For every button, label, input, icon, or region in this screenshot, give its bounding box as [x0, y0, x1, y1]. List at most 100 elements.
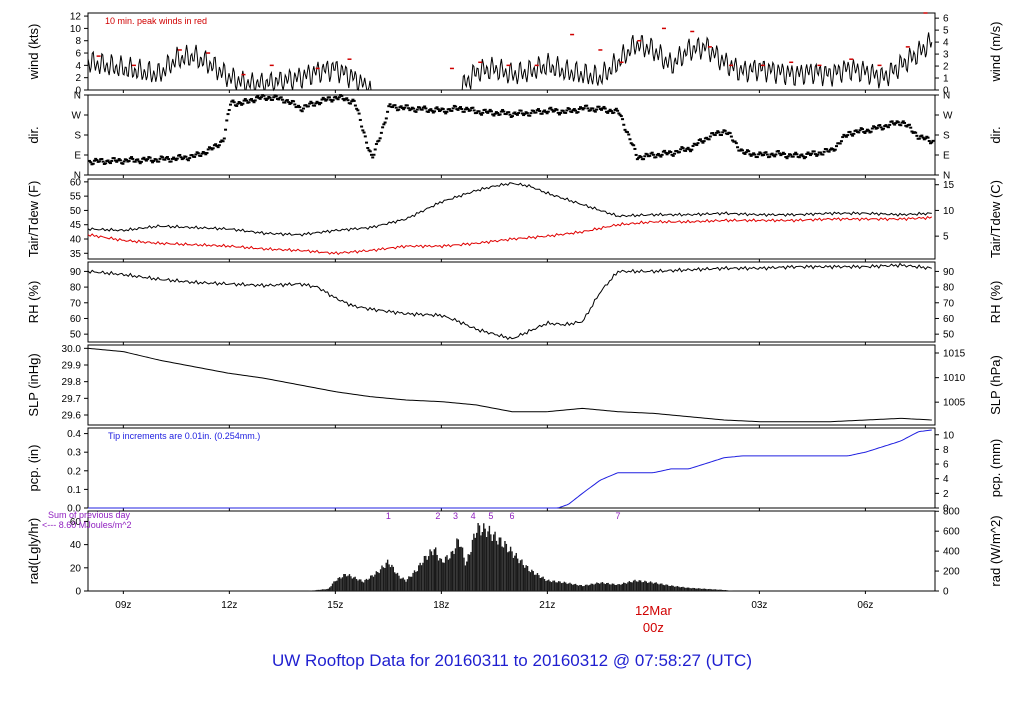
left-tick-label: 29.9	[62, 361, 82, 372]
dir-point	[236, 102, 240, 105]
dir-point	[445, 110, 449, 113]
dir-point	[748, 153, 752, 156]
dir-point	[424, 107, 428, 110]
dir-point	[387, 105, 391, 108]
dir-point	[200, 152, 204, 155]
dir-point	[707, 138, 711, 141]
dir-point	[801, 155, 805, 158]
dir-point	[216, 146, 220, 149]
dir-point	[818, 151, 822, 154]
dir-point	[133, 160, 137, 163]
dir-point	[439, 109, 443, 112]
dir-point	[577, 108, 581, 111]
dir-point	[858, 129, 862, 132]
dir-point	[206, 148, 210, 151]
dir-point	[271, 98, 275, 101]
dir-point	[230, 100, 234, 103]
dir-point	[907, 123, 911, 126]
dir-point	[94, 157, 98, 160]
right-axis-label: RH (%)	[988, 281, 1003, 324]
x-tick-label: 06z	[857, 600, 873, 611]
dir-point	[308, 102, 312, 105]
dir-point	[405, 104, 409, 107]
dir-point	[805, 152, 809, 155]
dir-point	[650, 151, 654, 154]
dir-point	[263, 97, 267, 100]
left-tick-label: 50	[70, 206, 82, 217]
dir-point	[113, 159, 117, 162]
dir-point	[886, 126, 890, 129]
dir-point	[881, 127, 885, 130]
dir-point	[623, 128, 627, 131]
dir-point	[507, 111, 511, 114]
right-axis-label: SLP (hPa)	[988, 355, 1003, 415]
dir-point	[436, 108, 440, 111]
dir-point	[831, 148, 835, 151]
dir-point	[266, 97, 270, 100]
right-tick-label: 50	[943, 330, 955, 341]
dir-point	[158, 157, 162, 160]
right-tick-label: 6	[943, 460, 949, 471]
dir-point	[648, 154, 652, 157]
dir-point	[377, 139, 381, 142]
left-tick-label: E	[74, 151, 81, 162]
dir-point	[529, 112, 533, 115]
dir-point	[238, 102, 242, 105]
dir-point	[444, 112, 448, 115]
dir-point	[864, 130, 868, 133]
dir-point	[773, 155, 777, 158]
dir-point	[138, 162, 142, 165]
dir-point	[821, 153, 825, 156]
series-line-tdew	[87, 215, 933, 256]
dir-point	[670, 153, 674, 156]
dir-point	[917, 137, 921, 140]
dir-point	[658, 154, 662, 157]
dir-point	[368, 150, 372, 153]
dir-point	[891, 122, 895, 125]
right-tick-label: 10	[943, 206, 955, 217]
right-tick-label: 60	[943, 314, 955, 325]
right-tick-label: N	[943, 171, 950, 182]
left-tick-label: 40	[70, 540, 82, 551]
dir-point	[780, 153, 784, 156]
dir-point	[612, 111, 616, 114]
dir-point	[910, 130, 914, 133]
panel-annotation: Tip increments are 0.01in. (0.254mm.)	[108, 431, 260, 441]
dir-point	[277, 98, 281, 101]
dir-point	[686, 146, 690, 149]
dir-point	[391, 106, 395, 109]
dir-point	[728, 132, 732, 135]
dir-point	[456, 108, 460, 111]
dir-point	[194, 153, 198, 156]
x-tick-label: 03z	[751, 600, 767, 611]
right-tick-label: 2	[943, 62, 949, 73]
dir-point	[486, 111, 490, 114]
dir-point	[295, 105, 299, 108]
dir-point	[92, 159, 96, 162]
dir-point	[240, 103, 244, 106]
dir-point	[768, 155, 772, 158]
dir-point	[441, 108, 445, 111]
dir-point	[128, 157, 132, 160]
panel-pcp: 0.0 0.1 0.2 0.3 0.4 0 2 4 6 8 10 pcp. (in) pcp. (mm)…	[26, 427, 1003, 515]
dir-point	[759, 152, 763, 155]
dir-point	[870, 127, 874, 130]
x-tick-label: 09z	[115, 600, 131, 611]
x-tick-label: 15z	[327, 600, 343, 611]
dir-point	[581, 108, 585, 111]
dir-point	[137, 160, 141, 163]
right-tick-label: 0	[943, 504, 949, 515]
dir-point	[340, 94, 344, 97]
left-tick-label: 55	[70, 192, 82, 203]
dir-point	[95, 159, 99, 162]
dir-point	[403, 106, 407, 109]
dir-point	[666, 152, 670, 155]
dir-point	[921, 136, 925, 139]
dir-point	[382, 123, 386, 126]
dir-point	[556, 111, 560, 114]
dir-point	[483, 108, 487, 111]
right-axis-label: dir.	[988, 126, 1003, 143]
dir-point	[116, 159, 120, 162]
dir-point	[353, 104, 357, 107]
dir-point	[435, 106, 439, 109]
